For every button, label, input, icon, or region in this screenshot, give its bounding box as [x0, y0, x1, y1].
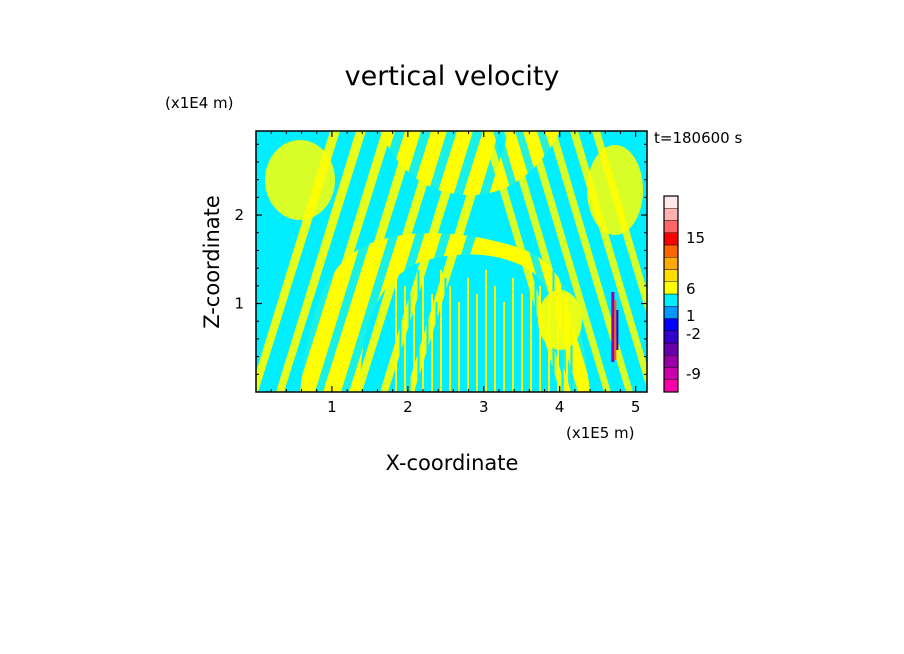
field-streak: [525, 302, 528, 392]
field-streak: [458, 302, 460, 392]
x-tick-label: 1: [327, 398, 337, 416]
field-stripe: [341, 131, 431, 392]
field-streak: [467, 278, 469, 392]
field-streak: [512, 278, 514, 392]
field-streak: [444, 278, 447, 392]
x-tick-label: 2: [403, 398, 413, 416]
y-tick-label: 2: [234, 206, 244, 224]
field-streak: [449, 286, 451, 392]
field-blob: [587, 145, 643, 235]
field-stripe: [380, 131, 470, 392]
plot-area: [256, 131, 647, 392]
field-blob: [265, 140, 335, 220]
field-streak: [494, 286, 496, 392]
field-stripe: [393, 131, 483, 392]
field-streak: [413, 302, 415, 392]
field-stripe: [328, 131, 418, 392]
field-streak: [521, 294, 523, 392]
field-streak: [471, 286, 474, 392]
colorbar-band: [663, 318, 679, 331]
field-stripe: [315, 131, 405, 392]
y-unit-label: (x1E4 m): [165, 94, 234, 112]
colorbar-band: [663, 281, 679, 295]
field-streak: [462, 270, 465, 392]
field-streak: [507, 270, 510, 392]
field-streak: [417, 270, 420, 392]
field-streak: [530, 270, 532, 392]
field-blob: [538, 290, 582, 350]
chart-title: vertical velocity: [345, 61, 560, 92]
y-axis: 12: [234, 143, 647, 375]
field-streak: [485, 270, 487, 392]
x-axis: 1 2 3 4 5: [270, 131, 641, 416]
colorbar-band: [663, 306, 679, 319]
field-streak: [476, 294, 478, 392]
field-streak: [426, 286, 429, 392]
plot-frame: [255, 130, 648, 393]
colorbar-band: [663, 342, 679, 356]
colorbar-band: [663, 330, 679, 344]
x-axis-label: X-coordinate: [386, 451, 519, 475]
colorbar-band: [663, 232, 679, 246]
colorbar-band: [663, 257, 679, 270]
colorbar-band: [663, 244, 679, 258]
field-streak: [534, 278, 537, 392]
field-streak: [539, 286, 541, 392]
colorbar-band: [663, 355, 679, 368]
field-streak: [431, 294, 433, 392]
x-tick-label: 5: [631, 398, 641, 416]
field-streak: [395, 270, 397, 392]
colorbar-band: [663, 379, 679, 393]
field-streak: [489, 278, 492, 392]
colorbar-label: 1: [686, 307, 696, 325]
field-stripe: [537, 131, 622, 392]
field-stripe: [367, 131, 457, 392]
colorbar-label: -9: [686, 365, 701, 383]
field-stripe: [526, 131, 611, 392]
y-tick-label: 1: [234, 295, 244, 313]
x-tick-label: 4: [555, 398, 565, 416]
field-streak: [453, 294, 456, 392]
colorbar-label: -2: [686, 325, 701, 343]
x-unit-label: (x1E5 m): [566, 424, 635, 442]
field-stripe: [354, 131, 444, 392]
field-streak: [503, 302, 505, 392]
field-stripe: [289, 131, 379, 392]
x-tick-label: 3: [479, 398, 489, 416]
field-streak: [543, 294, 546, 392]
field-stripe: [276, 131, 366, 392]
colorbar-band: [663, 195, 679, 209]
colorbar-label: 6: [686, 280, 696, 298]
field-streak: [435, 302, 438, 392]
field-stripe: [302, 131, 392, 392]
field-strong-negative: [611, 292, 615, 362]
field-streak: [440, 270, 442, 392]
colorbar-band: [663, 293, 679, 307]
field-streak: [480, 302, 483, 392]
time-label: t=180600 s: [654, 129, 742, 147]
field-streak: [408, 294, 411, 392]
field-stripe: [570, 131, 647, 389]
colorbar-band: [663, 208, 679, 221]
y-axis-label: Z-coordinate: [200, 195, 224, 329]
field-streak: [399, 278, 402, 392]
colorbar: 15 6 1-2 -9: [663, 195, 705, 393]
field-strong-positive: [614, 300, 617, 360]
field-streak: [404, 286, 406, 392]
colorbar-band: [663, 220, 679, 233]
field-streak: [516, 286, 519, 392]
field-streak: [570, 302, 573, 392]
field-stripe: [559, 131, 644, 392]
colorbar-label: 15: [686, 229, 705, 247]
field-strong-negative: [616, 310, 619, 350]
velocity-field: [256, 131, 647, 392]
field-streak: [498, 294, 501, 392]
colorbar-band: [663, 367, 679, 380]
field-streak: [548, 302, 550, 392]
colorbar-frame: [663, 195, 679, 393]
colorbar-band: [663, 269, 679, 282]
field-streak: [422, 278, 424, 392]
